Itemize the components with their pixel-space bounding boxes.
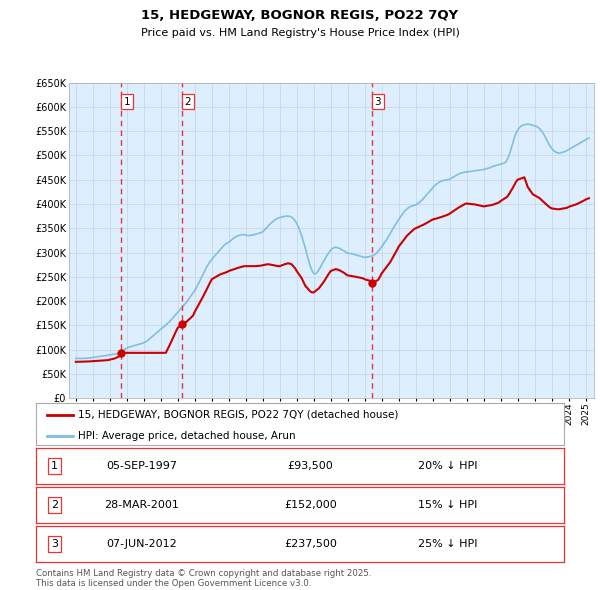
Text: 05-SEP-1997: 05-SEP-1997 xyxy=(106,461,177,471)
Text: 3: 3 xyxy=(374,97,381,107)
Text: 2: 2 xyxy=(51,500,58,510)
Text: 07-JUN-2012: 07-JUN-2012 xyxy=(106,539,177,549)
Text: 2: 2 xyxy=(184,97,191,107)
Text: Contains HM Land Registry data © Crown copyright and database right 2025.: Contains HM Land Registry data © Crown c… xyxy=(36,569,371,578)
Text: 1: 1 xyxy=(124,97,130,107)
Text: 1: 1 xyxy=(51,461,58,471)
Text: £93,500: £93,500 xyxy=(287,461,334,471)
Text: HPI: Average price, detached house, Arun: HPI: Average price, detached house, Arun xyxy=(78,431,296,441)
Text: Price paid vs. HM Land Registry's House Price Index (HPI): Price paid vs. HM Land Registry's House … xyxy=(140,28,460,38)
Text: £152,000: £152,000 xyxy=(284,500,337,510)
Text: 3: 3 xyxy=(51,539,58,549)
Text: 25% ↓ HPI: 25% ↓ HPI xyxy=(418,539,478,549)
Text: 15% ↓ HPI: 15% ↓ HPI xyxy=(418,500,478,510)
Text: 15, HEDGEWAY, BOGNOR REGIS, PO22 7QY: 15, HEDGEWAY, BOGNOR REGIS, PO22 7QY xyxy=(142,9,458,22)
Text: 20% ↓ HPI: 20% ↓ HPI xyxy=(418,461,478,471)
Text: 15, HEDGEWAY, BOGNOR REGIS, PO22 7QY (detached house): 15, HEDGEWAY, BOGNOR REGIS, PO22 7QY (de… xyxy=(78,410,398,420)
Text: 28-MAR-2001: 28-MAR-2001 xyxy=(104,500,179,510)
Text: £237,500: £237,500 xyxy=(284,539,337,549)
Text: This data is licensed under the Open Government Licence v3.0.: This data is licensed under the Open Gov… xyxy=(36,579,311,588)
